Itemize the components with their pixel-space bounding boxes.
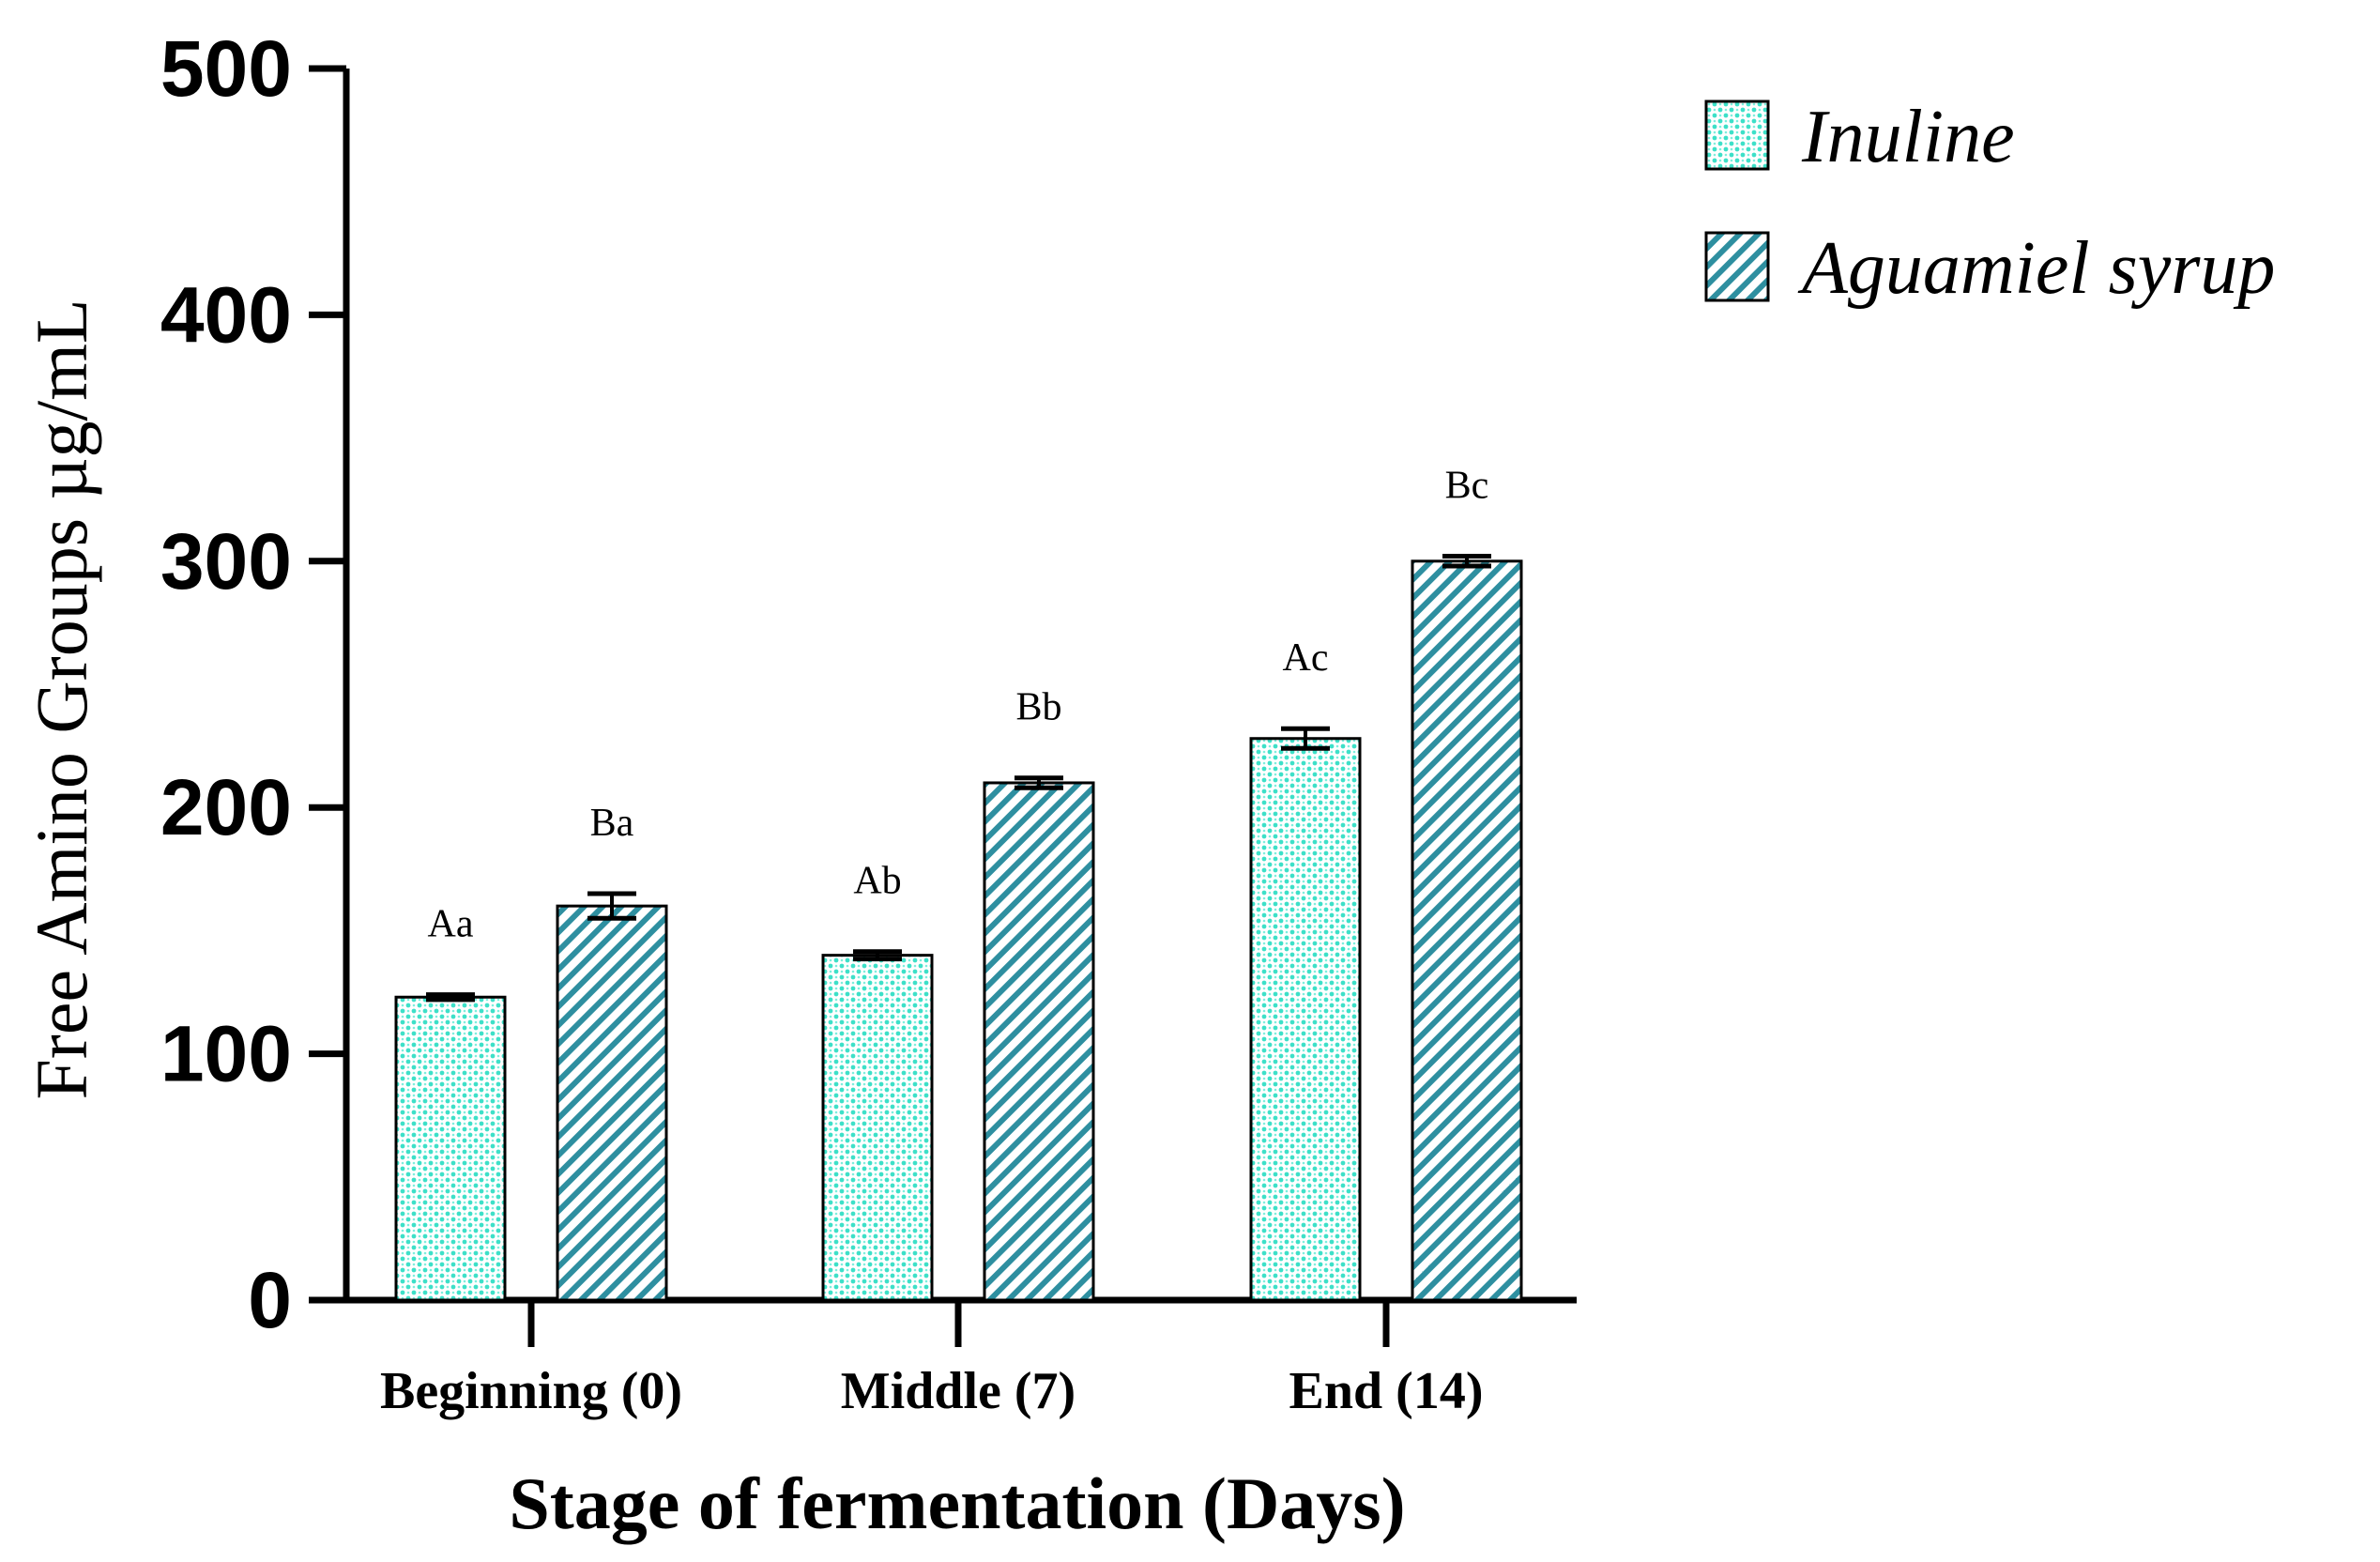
- legend-swatch-inuline: [1704, 100, 1770, 171]
- bar: [821, 954, 934, 1302]
- bar-labels: Aa Ba Ab Bb Ac Bc: [428, 465, 1489, 946]
- legend-label-aguamiel-syrup: Aguamiel syrup: [1797, 227, 2275, 310]
- data-label: Ba: [590, 802, 634, 845]
- data-label: Bb: [1015, 686, 1061, 729]
- y-tick-label: 200: [160, 763, 292, 851]
- data-label: Ac: [1283, 636, 1329, 680]
- error-bars: [426, 554, 1491, 1003]
- x-tick-label: Middle (7): [841, 1362, 1076, 1420]
- y-tick-label: 500: [160, 24, 292, 113]
- bar: [1411, 559, 1523, 1302]
- y-tick-label: 400: [160, 270, 292, 359]
- data-label: Bc: [1445, 465, 1489, 508]
- y-tick-label: 300: [160, 517, 292, 605]
- x-ticks: Beginning (0) Middle (7) End (14): [380, 1300, 1484, 1420]
- x-tick-label: Beginning (0): [380, 1362, 682, 1420]
- y-tick-label: 0: [248, 1256, 292, 1344]
- legend: Inuline Aguamiel syrup: [1704, 96, 2275, 310]
- data-label: Aa: [428, 903, 474, 946]
- legend-swatch-aguamiel-syrup: [1704, 231, 1770, 302]
- axes: [343, 69, 1577, 1304]
- y-tick-label: 100: [160, 1010, 292, 1098]
- y-ticks: 0 100 200 300 400 500: [160, 24, 346, 1344]
- x-axis-title: Stage of fermentation (Days): [509, 1462, 1405, 1544]
- bar: [1249, 737, 1362, 1302]
- data-label: Ab: [853, 860, 901, 903]
- x-tick-label: End (14): [1289, 1362, 1484, 1420]
- y-axis-title: Free Amino Groups µg/mL: [21, 299, 102, 1099]
- bar: [556, 904, 668, 1302]
- bar: [983, 781, 1095, 1302]
- bars: [394, 559, 1523, 1302]
- legend-label-inuline: Inuline: [1801, 96, 2015, 178]
- bar: [394, 995, 507, 1302]
